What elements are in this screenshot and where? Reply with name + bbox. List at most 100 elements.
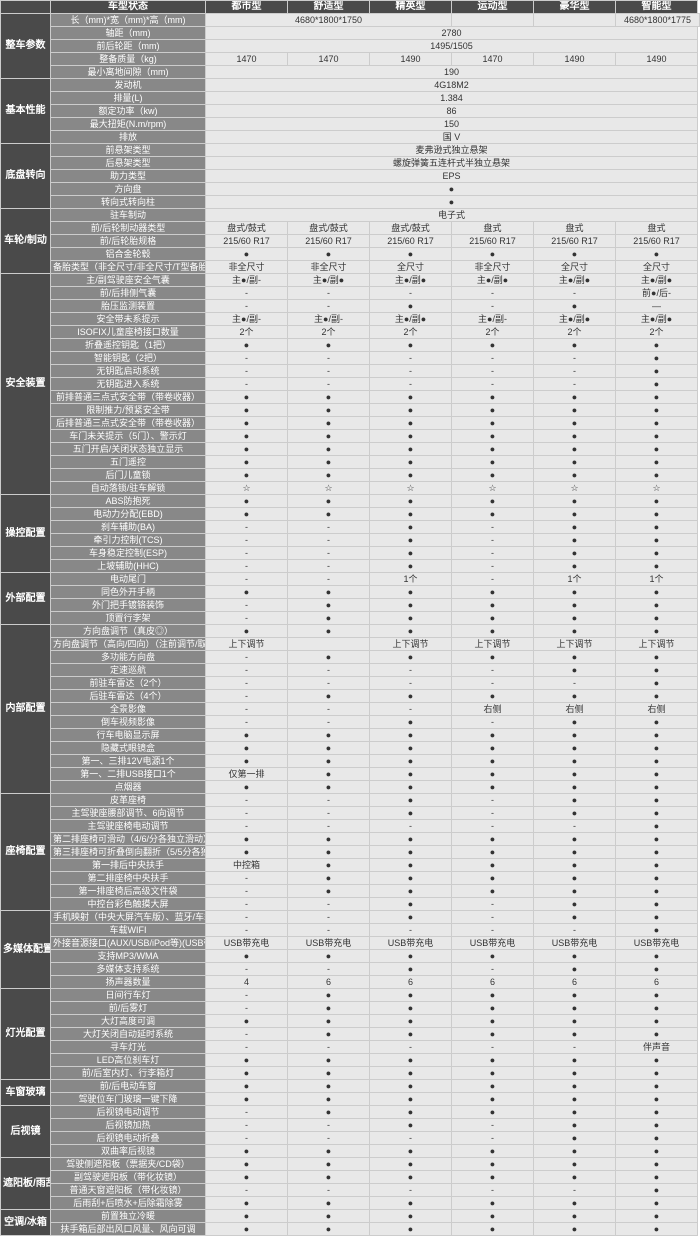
spec-value: ● xyxy=(616,365,698,378)
table-row: 最大扭矩(N.m/rpm)150 xyxy=(1,118,700,131)
spec-value: 非全尺寸 xyxy=(206,261,288,274)
spec-value: ● xyxy=(452,742,534,755)
spec-value: - xyxy=(206,690,288,703)
spec-label: 铝合金轮毂 xyxy=(51,248,206,261)
spec-value: ● xyxy=(288,404,370,417)
spec-value: ● xyxy=(452,339,534,352)
table-row: 自动落锁/驻车解锁☆☆☆☆☆☆ xyxy=(1,482,700,495)
spec-value: ● xyxy=(534,651,616,664)
spec-value: 主●/副- xyxy=(452,313,534,326)
spec-value: 4G18M2 xyxy=(206,79,698,92)
spec-table: 车型状态都市型舒适型精英型运动型豪华型智能型 整车参数长（mm)*宽（mm)*高… xyxy=(0,0,700,1236)
spec-value: ● xyxy=(370,963,452,976)
spec-value: ● xyxy=(616,404,698,417)
spec-label: 后视镜电动折叠 xyxy=(51,1132,206,1145)
spec-value: - xyxy=(206,911,288,924)
spec-value: ● xyxy=(616,1080,698,1093)
spec-label: 前/后电动车窗 xyxy=(51,1080,206,1093)
spec-value: ● xyxy=(370,1223,452,1236)
spec-value: ● xyxy=(206,1145,288,1158)
spec-value: - xyxy=(452,898,534,911)
spec-label: 第二排座椅中央扶手 xyxy=(51,872,206,885)
spec-label: 前/后雾灯 xyxy=(51,1002,206,1015)
spec-value: - xyxy=(206,885,288,898)
table-row: 五门遥控●●●●●● xyxy=(1,456,700,469)
spec-value: USB带充电 xyxy=(370,937,452,950)
spec-value: - xyxy=(452,1119,534,1132)
spec-value: - xyxy=(206,1119,288,1132)
spec-value: ● xyxy=(452,1054,534,1067)
spec-value: ● xyxy=(288,586,370,599)
spec-value: ● xyxy=(288,1028,370,1041)
spec-value: ● xyxy=(452,1028,534,1041)
spec-value: ● xyxy=(616,859,698,872)
spec-value: — xyxy=(616,300,698,313)
spec-value: ● xyxy=(452,781,534,794)
spec-value: - xyxy=(206,963,288,976)
table-row: 前/后轮制动器类型盘式/鼓式盘式/鼓式盘式/鼓式盘式盘式盘式 xyxy=(1,222,700,235)
spec-value: ● xyxy=(370,742,452,755)
spec-value: ● xyxy=(288,443,370,456)
spec-label: 牵引力控制(TCS) xyxy=(51,534,206,547)
spec-value: ● xyxy=(370,443,452,456)
category-cell: 底盘转向 xyxy=(1,144,51,209)
spec-value: - xyxy=(370,820,452,833)
spec-value: ● xyxy=(370,1158,452,1171)
table-row: 第一排后中央扶手中控箱●●●●● xyxy=(1,859,700,872)
table-row: 普通天窗遮阳板（带化妆镜）-----● xyxy=(1,1184,700,1197)
table-row: 折叠遥控钥匙（1把）●●●●●● xyxy=(1,339,700,352)
spec-value: - xyxy=(206,1184,288,1197)
spec-value: ● xyxy=(370,651,452,664)
table-row: 后驻车雷达（4个）-●●●●● xyxy=(1,690,700,703)
spec-value: - xyxy=(288,963,370,976)
spec-label: 后门儿童锁 xyxy=(51,469,206,482)
spec-value: - xyxy=(288,1041,370,1054)
spec-value: ● xyxy=(616,1171,698,1184)
spec-value: - xyxy=(288,560,370,573)
spec-label: 电动力分配(EBD) xyxy=(51,508,206,521)
spec-value: ● xyxy=(616,651,698,664)
spec-value: ● xyxy=(452,599,534,612)
spec-value: - xyxy=(452,716,534,729)
table-row: 主驾驶座腰部调节、6向调节--●-●● xyxy=(1,807,700,820)
table-row: 前/后排侧气囊-----前●/后- xyxy=(1,287,700,300)
spec-value: ● xyxy=(534,742,616,755)
spec-value: ● xyxy=(616,456,698,469)
spec-value: ● xyxy=(206,781,288,794)
spec-value: ● xyxy=(616,950,698,963)
spec-label: 支持MP3/WMA xyxy=(51,950,206,963)
spec-value: ● xyxy=(370,807,452,820)
spec-value: ● xyxy=(288,859,370,872)
spec-value: 215/60 R17 xyxy=(206,235,288,248)
spec-value: - xyxy=(452,287,534,300)
header-col-1: 都市型 xyxy=(206,1,288,14)
table-row: 遮阳板/雨刮驾驶侧遮阳板（票据夹/CD袋）●●●●●● xyxy=(1,1158,700,1171)
spec-value: - xyxy=(452,365,534,378)
spec-value: ● xyxy=(370,859,452,872)
table-row: 备胎类型（非全尺寸/非全尺寸/T型备胎）非全尺寸非全尺寸全尺寸非全尺寸全尺寸全尺… xyxy=(1,261,700,274)
spec-value: ● xyxy=(452,859,534,872)
spec-value: - xyxy=(288,664,370,677)
table-row: 扬声器数量466666 xyxy=(1,976,700,989)
table-row: 寻车灯光-----伴声音 xyxy=(1,1041,700,1054)
table-row: 后悬架类型螺旋弹簧五连杆式半独立悬架 xyxy=(1,157,700,170)
spec-value: - xyxy=(370,1184,452,1197)
spec-label: 最小离地间隙（mm) xyxy=(51,66,206,79)
table-row: 整车参数长（mm)*宽（mm)*高（mm)4680*1800*17504680*… xyxy=(1,14,700,27)
spec-value: 主●/副● xyxy=(370,274,452,287)
spec-value: ● xyxy=(370,404,452,417)
spec-value: 非全尺寸 xyxy=(452,261,534,274)
spec-value: ● xyxy=(534,690,616,703)
spec-value: ● xyxy=(206,508,288,521)
spec-value: 1个 xyxy=(370,573,452,586)
spec-label: 中控台彩色触摸大屏 xyxy=(51,898,206,911)
table-row: 中控台彩色触摸大屏--●-●● xyxy=(1,898,700,911)
spec-value: ● xyxy=(616,430,698,443)
spec-value: - xyxy=(452,664,534,677)
spec-value: ● xyxy=(206,391,288,404)
spec-value: 主●/副● xyxy=(534,274,616,287)
spec-label: 排量(L) xyxy=(51,92,206,105)
table-row: 前/后轮胎规格215/60 R17215/60 R17215/60 R17215… xyxy=(1,235,700,248)
spec-value: 1.384 xyxy=(206,92,698,105)
spec-value: - xyxy=(452,378,534,391)
